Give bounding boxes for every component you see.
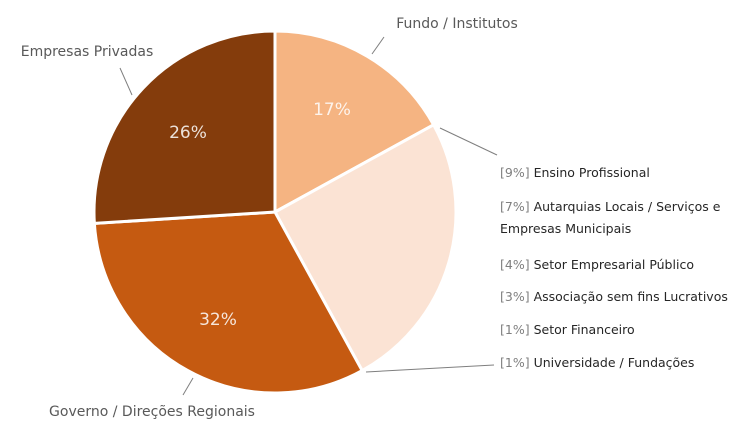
leader-line <box>182 377 194 396</box>
breakdown-percent: [3%] <box>500 289 530 304</box>
breakdown-name: Setor Empresarial Público <box>533 257 694 272</box>
breakdown-percent: [9%] <box>500 165 530 180</box>
breakdown-name: Associação sem fins Lucrativos <box>533 289 728 304</box>
breakdown-name: Ensino Profissional <box>533 165 650 180</box>
breakdown-item: [3%] Associação sem fins Lucrativos <box>500 286 752 308</box>
breakdown-name: Autarquias Locais / Serviços e Empresas … <box>500 199 721 236</box>
breakdown-item: [1%] Setor Financeiro <box>500 319 752 341</box>
slice-label: 32% <box>199 310 237 330</box>
category-label: Empresas Privadas <box>21 44 154 60</box>
breakdown-name: Universidade / Fundações <box>533 355 695 370</box>
slice-label: 26% <box>169 123 207 143</box>
category-label: Governo / Direções Regionais <box>49 404 255 420</box>
pie-slice <box>273 29 436 215</box>
slice-label: 17% <box>313 100 351 120</box>
breakdown-item: [4%] Setor Empresarial Público <box>500 254 752 276</box>
category-label: Fundo / Institutos <box>396 16 518 32</box>
breakdown-percent: [1%] <box>500 355 530 370</box>
breakdown-percent: [1%] <box>500 322 530 337</box>
pie-slice <box>272 122 458 373</box>
breakdown-percent: [4%] <box>500 257 530 272</box>
breakdown-percent: [7%] <box>500 199 530 214</box>
breakdown-item: [9%] Ensino Profissional <box>500 162 752 184</box>
breakdown-name: Setor Financeiro <box>533 322 635 337</box>
leader-line <box>365 364 495 373</box>
leader-line <box>371 36 385 55</box>
leader-line <box>119 67 133 96</box>
leader-line <box>439 127 498 156</box>
pie-slice <box>92 29 277 225</box>
breakdown-item: [7%] Autarquias Locais / Serviços e Empr… <box>500 196 752 240</box>
pie-slice <box>92 210 365 395</box>
breakdown-item: [1%] Universidade / Fundações <box>500 352 752 374</box>
